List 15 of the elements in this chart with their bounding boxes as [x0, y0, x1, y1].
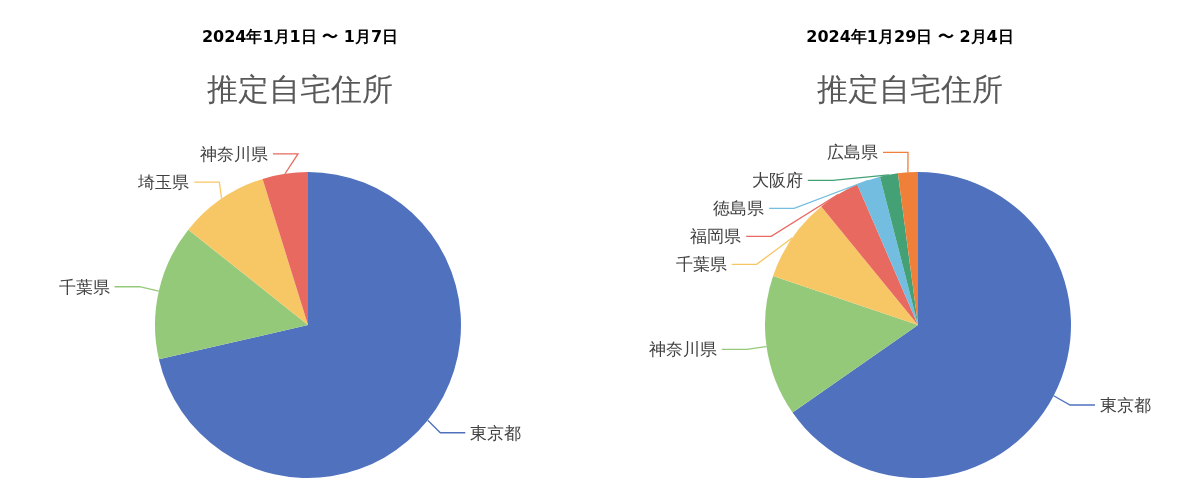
slice-label: 東京都 — [1100, 394, 1152, 415]
chart-title: 推定自宅住所 — [817, 71, 1003, 107]
slice-label: 広島県 — [827, 142, 878, 163]
chart-subtitle: 2024年1月1日 〜 1月7日 — [201, 27, 399, 46]
slice-label: 東京都 — [470, 422, 522, 443]
slice-label: 千葉県 — [675, 254, 727, 275]
slice-label: 福岡県 — [690, 226, 742, 247]
slice-label: 神奈川県 — [200, 143, 268, 164]
chart-title: 推定自宅住所 — [207, 71, 393, 107]
slice-label: 神奈川県 — [648, 339, 717, 360]
chart-subtitle: 2024年1月29日 〜 2月4日 — [806, 27, 1014, 46]
slice-label: 埼玉県 — [137, 172, 190, 193]
slice-label: 千葉県 — [58, 276, 110, 297]
slice-label: 徳島県 — [713, 198, 765, 219]
slice-label: 大阪府 — [751, 170, 803, 191]
